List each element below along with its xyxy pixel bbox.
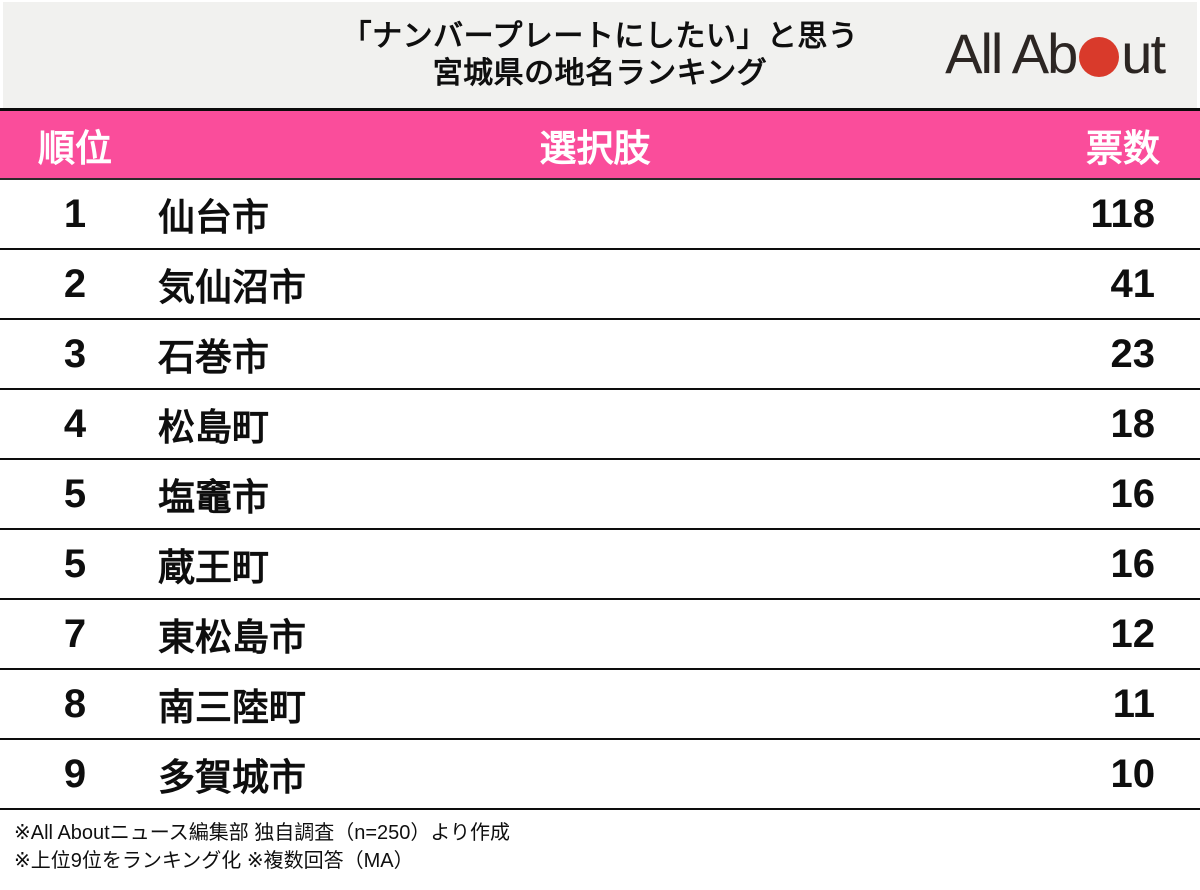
rank-cell: 4: [63, 401, 87, 446]
footnotes: ※All Aboutニュース編集部 独自調査（n=250）より作成 ※上位9位を…: [0, 810, 1200, 875]
votes-cell: 12: [1110, 611, 1156, 656]
rank-cell: 1: [63, 191, 87, 236]
table-body: 1 仙台市 118 2 気仙沼市 41 3 石巻市 23 4 松島町 18 5 …: [0, 180, 1200, 810]
column-header-rank: 順位: [38, 127, 112, 169]
footnote-method: ※上位9位をランキング化 ※複数回答（MA）: [14, 850, 414, 872]
table-row: 2 気仙沼市 41: [0, 250, 1200, 320]
name-cell: 石巻市: [158, 337, 269, 378]
table-header-row: 順位 選択肢 票数: [0, 111, 1200, 180]
name-cell: 東松島市: [158, 617, 306, 658]
rank-cell: 5: [63, 541, 87, 586]
rank-cell: 9: [63, 751, 87, 796]
name-cell: 気仙沼市: [158, 267, 306, 308]
rank-cell: 8: [63, 681, 87, 726]
name-cell: 南三陸町: [158, 687, 306, 728]
logo-text-left: All Ab: [945, 22, 1078, 85]
table-row: 5 塩竈市 16: [0, 460, 1200, 530]
page-title-line1: 「ナンバープレートにしたい」と思う: [341, 20, 859, 53]
table-row: 8 南三陸町 11: [0, 670, 1200, 740]
footnote-source: ※All Aboutニュース編集部 独自調査（n=250）より作成: [14, 822, 511, 844]
rank-cell: 2: [63, 261, 87, 306]
column-header-name: 選択肢: [539, 127, 651, 169]
votes-cell: 11: [1112, 681, 1155, 726]
allabout-logo: All Ab ut: [945, 22, 1166, 85]
votes-cell: 23: [1110, 331, 1156, 376]
page-title-line2: 宮城県の地名ランキング: [432, 57, 768, 90]
table-row: 1 仙台市 118: [0, 180, 1200, 250]
table-row: 3 石巻市 23: [0, 320, 1200, 390]
column-header-votes: 票数: [1086, 127, 1160, 169]
votes-cell: 41: [1110, 261, 1156, 306]
votes-cell: 16: [1110, 541, 1156, 586]
votes-cell: 16: [1110, 471, 1156, 516]
rank-cell: 3: [63, 331, 87, 376]
name-cell: 松島町: [158, 407, 269, 448]
name-cell: 仙台市: [158, 197, 269, 238]
table-row: 5 蔵王町 16: [0, 530, 1200, 600]
header-background: [3, 2, 1197, 108]
votes-cell: 10: [1110, 751, 1156, 796]
table-row: 7 東松島市 12: [0, 600, 1200, 670]
votes-cell: 118: [1090, 191, 1155, 236]
table-row: 4 松島町 18: [0, 390, 1200, 460]
table-row: 9 多賀城市 10: [0, 740, 1200, 810]
name-cell: 塩竈市: [158, 477, 269, 518]
logo-red-dot-icon: [1079, 37, 1120, 77]
page-title: 「ナンバープレートにしたい」と思う 宮城県の地名ランキング: [0, 18, 1200, 92]
votes-cell: 18: [1110, 401, 1156, 446]
header: 「ナンバープレートにしたい」と思う 宮城県の地名ランキング All Ab ut: [0, 0, 1200, 108]
header-divider: [0, 108, 1200, 111]
rank-cell: 5: [63, 471, 87, 516]
rank-cell: 7: [63, 611, 87, 656]
name-cell: 多賀城市: [158, 757, 306, 798]
logo-text-right: ut: [1121, 22, 1166, 85]
name-cell: 蔵王町: [158, 547, 269, 588]
